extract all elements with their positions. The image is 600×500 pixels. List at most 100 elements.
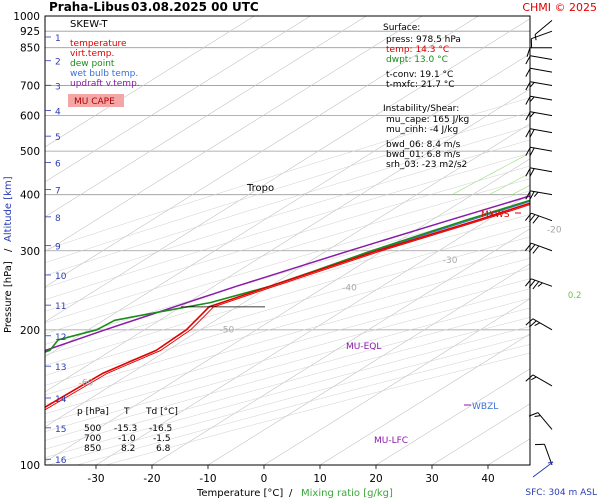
wind-barb-staff (532, 374, 553, 387)
altitude-tick-label: 11 (55, 302, 66, 312)
isotherm-line (45, 53, 530, 358)
wind-barb (525, 146, 553, 157)
isotherm-line (207, 263, 530, 465)
temperature-tick-label: 40 (481, 473, 494, 485)
instability-title: Instability/Shear: (383, 104, 459, 114)
dry-adiabat-line (45, 278, 530, 415)
temperature-tick-label: -20 (143, 473, 160, 485)
level-table-row-850-p: 850 (84, 444, 101, 454)
isotherm-line (45, 16, 311, 183)
isotherm-line (263, 298, 530, 465)
dry-adiabat-line (45, 178, 530, 323)
temperature-tick-label: 20 (369, 473, 382, 485)
mu-eql-label: MU-EQL (346, 342, 381, 352)
wind-barb-half (537, 282, 543, 287)
altitude-tick-label: 1 (55, 34, 61, 44)
wind-barb-full (528, 320, 537, 328)
isotherm-line (375, 368, 530, 465)
mixing-ratio-label: 0.2 (568, 291, 582, 301)
mu-cape-badge (68, 94, 124, 107)
y-axis-title: Pressure [hPa] / Altitude [km] (3, 176, 14, 333)
sfc-label: SFC: 304 m ASL (525, 488, 597, 498)
instability-info: Instability/Shear: mu_cape: 165 J/kg mu_… (383, 104, 469, 170)
wind-barb-staff (531, 278, 553, 287)
tropo-label: Tropo (246, 183, 274, 194)
wind-barb (526, 47, 553, 57)
x-axis-label-temp: Temperature [°C] (196, 488, 283, 499)
wind-barb-staff (531, 30, 553, 40)
temperature-tick-label: 0 (261, 473, 268, 485)
surface-wind-arrow (532, 461, 554, 478)
wbzl-label: WBZL (472, 402, 498, 412)
wind-barb-staff (544, 444, 553, 466)
wind-barb (525, 81, 553, 91)
dry-adiabat-line (45, 139, 530, 288)
pressure-tick-label: 600 (20, 111, 40, 123)
temperature-profile-line (45, 202, 530, 409)
wind-barb-full (525, 81, 531, 91)
mxws-label: MXWS (481, 210, 510, 220)
surface-tconv: t-conv: 19.1 °C (386, 70, 453, 80)
wind-barb (525, 67, 553, 77)
wind-barb (525, 111, 553, 121)
mixing-ratio-line (511, 184, 530, 195)
wind-barb (528, 412, 553, 430)
isotherm-label: -20 (547, 226, 562, 236)
grid-layer (45, 16, 530, 465)
station-title: Praha-Libus (49, 0, 129, 14)
altitude-tick-label: 5 (55, 133, 61, 143)
level-table-row-700-t: -1.0 (118, 434, 136, 444)
dry-adiabat-line (45, 268, 530, 405)
pressure-tick-label: 500 (20, 146, 40, 158)
wind-barb-full (529, 168, 535, 178)
wind-barb-full (532, 215, 540, 224)
wind-barb-full (525, 374, 534, 382)
altitude-tick-label: 15 (55, 425, 66, 435)
pressure-tick-label: 200 (20, 325, 40, 337)
wind-barb-full (532, 245, 540, 254)
wind-barb-full (525, 190, 531, 200)
isotherm-label: -30 (443, 256, 458, 266)
mu-cape-label: MU CAPE (74, 97, 115, 107)
wind-barb-full (525, 111, 531, 121)
level-table-row-850-t: 8.2 (121, 444, 135, 454)
legend-wet-bulb: wet bulb temp. (70, 69, 138, 79)
mixing-ratio-line (451, 152, 530, 195)
altitude-tick-label: 6 (55, 159, 61, 169)
dry-adiabat-line (45, 165, 530, 312)
wind-barb-full (526, 47, 531, 57)
isotherm-line (487, 438, 530, 465)
wind-barb-half (530, 96, 535, 102)
altitude-tick-label: 3 (55, 82, 61, 92)
axes-layer: 0.20.40.6123468101214172025-80 °C-70-60-… (13, 11, 582, 485)
profile-layer (45, 195, 530, 411)
y-axis-label-separator: / (3, 248, 14, 252)
level-table-row-850-td: 6.8 (156, 444, 171, 454)
pressure-tick-label: 100 (20, 460, 40, 472)
wetbulb-profile-line (269, 200, 530, 287)
altitude-tick-label: 2 (55, 58, 61, 68)
wind-barb (525, 190, 553, 201)
datetime-title: 03.08.2025 00 UTC (131, 0, 259, 14)
level-table-row-700-td: -1.5 (153, 434, 171, 444)
isotherm-line (45, 18, 530, 323)
wind-barb-full (525, 55, 531, 65)
wind-barb-full (525, 242, 532, 252)
wind-barb-staff (532, 318, 553, 331)
y-axis-label-pressure: Pressure [hPa] (3, 261, 14, 333)
surface-wind-arrowhead (547, 461, 554, 464)
wind-barb-panel (525, 19, 554, 478)
isotherm-line (319, 333, 530, 465)
wind-barb (525, 55, 553, 65)
wind-barb (525, 374, 553, 387)
wind-barb-full (525, 278, 532, 287)
isotherm-line (45, 16, 255, 148)
wind-barb-staff (534, 19, 553, 35)
isotherm-line (151, 228, 530, 465)
wind-barb-half (530, 112, 535, 118)
wind-barb (534, 19, 553, 41)
pressure-tick-label: 1000 (13, 11, 40, 23)
isotherm-line (45, 158, 530, 463)
bwd-01-value: bwd_01: 6.8 m/s (386, 150, 461, 160)
